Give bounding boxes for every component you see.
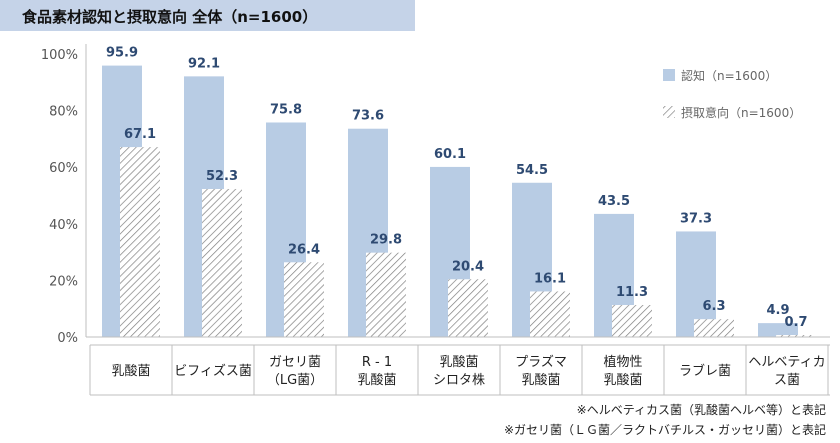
legend-swatch-intention (663, 106, 675, 118)
value-label-intention: 6.3 (702, 299, 725, 314)
legend-label-intention: 摂取意向（n=1600） (681, 105, 801, 120)
legend-swatch-recognition (663, 69, 675, 81)
y-tick-label: 80% (49, 105, 78, 120)
value-label-intention: 20.4 (452, 259, 484, 274)
bar-intention (366, 252, 406, 337)
value-label-recognition: 54.5 (516, 163, 548, 178)
value-label-intention: 67.1 (124, 127, 156, 142)
category-label: R - 1 (362, 355, 392, 370)
value-label-recognition: 43.5 (598, 194, 630, 209)
chart-title: 食品素材認知と摂取意向 全体（n=1600） (22, 8, 318, 26)
category-label: ガセリ菌 (269, 355, 321, 370)
category-label: ラブレ菌 (679, 363, 731, 379)
bar-intention (202, 188, 242, 337)
value-label-recognition: 95.9 (106, 46, 138, 61)
bar-intention (776, 335, 816, 337)
legend-label-recognition: 認知（n=1600） (681, 68, 777, 83)
bar-intention (284, 262, 324, 337)
footnote-1: ※ヘルベティカス菌（乳酸菌ヘルベ等）と表記 (576, 403, 826, 417)
category-label: 植物性 (603, 355, 642, 370)
y-tick-label: 20% (49, 274, 78, 289)
y-tick-label: 40% (49, 218, 78, 233)
bar-intention (530, 291, 570, 337)
value-label-recognition: 60.1 (434, 147, 466, 162)
value-label-recognition: 73.6 (352, 109, 384, 124)
category-label: （LG菌） (267, 373, 323, 388)
category-label: 乳酸菌 (439, 355, 478, 370)
category-label: 乳酸菌 (603, 373, 642, 388)
value-label-recognition: 92.1 (188, 56, 220, 71)
category-label: 乳酸菌 (521, 373, 560, 388)
bar-recognition (758, 323, 798, 337)
value-label-intention: 29.8 (370, 233, 402, 248)
value-label-intention: 11.3 (616, 285, 648, 300)
category-label: ヘルベティカ (748, 355, 825, 370)
y-tick-label: 100% (41, 48, 78, 63)
bar-intention (612, 305, 652, 337)
value-label-intention: 26.4 (288, 242, 320, 257)
title-bar (0, 0, 415, 31)
footnote-2: ※ガセリ菌（ＬＧ菌／ラクトバチルス・ガッセリ菌）と表記 (503, 423, 826, 437)
category-label: ス菌 (774, 373, 800, 388)
bar-intention (694, 319, 734, 337)
bar-intention (448, 279, 488, 337)
value-label-intention: 0.7 (784, 315, 807, 330)
category-label: 乳酸菌 (111, 364, 150, 379)
category-label: プラズマ (515, 354, 567, 370)
value-label-intention: 52.3 (206, 169, 238, 184)
category-label: 乳酸菌 (357, 373, 396, 388)
value-label-recognition: 37.3 (680, 211, 712, 226)
value-label-intention: 16.1 (534, 271, 566, 286)
value-label-recognition: 75.8 (270, 102, 302, 117)
value-label-recognition: 4.9 (766, 303, 789, 318)
category-label: シロタ株 (433, 373, 485, 388)
y-tick-label: 60% (49, 161, 78, 176)
bar-intention (120, 147, 160, 337)
category-label: ビフィズス菌 (174, 363, 252, 379)
y-tick-label: 0% (57, 331, 78, 346)
